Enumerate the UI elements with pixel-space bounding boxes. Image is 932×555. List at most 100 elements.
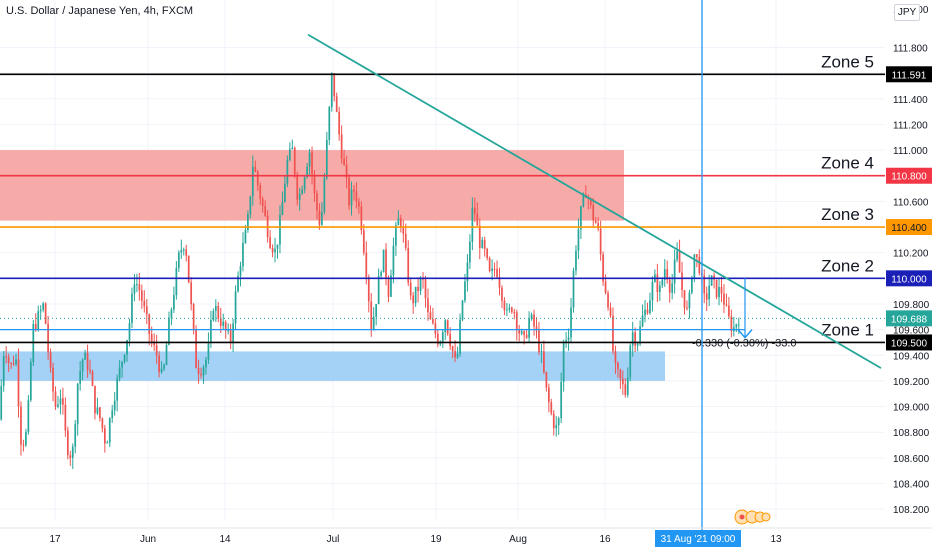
candle-body: [362, 230, 365, 253]
candle-body: [207, 343, 210, 360]
candle-body: [0, 385, 3, 420]
y-tick-label: 110.200: [893, 249, 929, 260]
candle-body: [247, 214, 249, 230]
candle-body: [735, 324, 738, 328]
candle-body: [190, 282, 193, 305]
candle-body: [552, 413, 555, 429]
candle-body: [693, 254, 696, 279]
candle-body: [592, 205, 595, 221]
y-tick-label: 109.000: [893, 403, 930, 414]
candle-body: [491, 268, 493, 272]
candle-body: [557, 418, 560, 425]
candle-body: [518, 329, 521, 334]
candle-body: [239, 266, 242, 276]
candle-body: [629, 345, 632, 378]
candle-body: [7, 356, 10, 363]
y-tick-label: 108.600: [893, 454, 930, 465]
zone-label: Zone 3: [821, 205, 874, 224]
candle-body: [461, 300, 464, 320]
candle-body: [17, 359, 20, 407]
candle-body: [471, 207, 474, 242]
candle-body: [293, 147, 296, 175]
candle-body: [222, 321, 225, 326]
currency-badge[interactable]: JPY: [894, 4, 920, 21]
candle-body: [602, 254, 604, 282]
candle-body: [737, 324, 740, 326]
candle-body: [214, 306, 217, 311]
candle-body: [5, 356, 8, 358]
candle-body: [451, 346, 454, 352]
candle-body: [385, 249, 387, 279]
candle-body: [609, 307, 612, 316]
candle-body: [182, 249, 185, 251]
candle-body: [473, 207, 476, 214]
candle-body: [370, 301, 373, 330]
candle-body: [555, 424, 558, 429]
candle-body: [725, 304, 728, 306]
candle-body: [155, 345, 158, 356]
candle-body: [582, 194, 585, 207]
price-tag-label: 109.500: [891, 338, 928, 349]
candle-body: [160, 368, 163, 373]
candle-body: [663, 269, 666, 280]
candle-body: [695, 254, 698, 258]
x-tick-label: Jul: [327, 534, 340, 545]
candle-body: [91, 371, 94, 386]
candle-body: [372, 316, 375, 330]
candle-body: [513, 311, 516, 313]
price-tag-label: 109.688: [891, 314, 928, 325]
candle-body: [126, 340, 128, 355]
candle-body: [333, 73, 336, 97]
y-tick-label: 111.200: [893, 120, 928, 131]
candle-body: [367, 277, 370, 302]
replay-icon[interactable]: [733, 509, 773, 525]
candle-body: [506, 309, 508, 311]
y-tick-label: 109.800: [893, 300, 930, 311]
candle-body: [79, 371, 82, 384]
candle-body: [264, 206, 267, 216]
candle-body: [580, 206, 582, 230]
candle-body: [306, 166, 308, 178]
candle-body: [158, 355, 160, 373]
candle-body: [202, 367, 205, 376]
candle-body: [348, 177, 350, 206]
candle-body: [417, 286, 419, 292]
candle-body: [599, 228, 602, 255]
x-tick-label: 19: [430, 534, 442, 545]
candle-body: [261, 198, 264, 207]
candle-body: [562, 341, 565, 382]
candle-body: [254, 166, 257, 172]
candle-body: [106, 442, 109, 444]
candle-body: [96, 407, 99, 414]
y-tick-label: 111.800: [893, 43, 928, 54]
candle-body: [676, 251, 678, 260]
candle-body: [483, 239, 486, 249]
candle-body: [84, 352, 86, 360]
candle-body: [360, 206, 363, 231]
candle-body: [493, 268, 496, 270]
y-tick-label: 108.400: [893, 480, 930, 491]
candle-body: [533, 314, 535, 327]
candle-body: [197, 368, 200, 374]
candle-body: [165, 344, 168, 366]
candle-body: [404, 233, 407, 249]
candle-body: [34, 323, 37, 330]
price-tag-label: 111.591: [892, 70, 927, 81]
candle-body: [636, 343, 639, 346]
candle-body: [335, 96, 338, 112]
candle-body: [301, 189, 304, 194]
candle-body: [441, 332, 444, 343]
candle-body: [705, 293, 708, 300]
candle-body: [64, 404, 67, 431]
candle-body: [328, 107, 331, 140]
candle-body: [111, 410, 114, 419]
candle-body: [296, 174, 299, 200]
price-tag: [886, 66, 932, 83]
candle-body: [683, 290, 686, 308]
candle-body: [42, 303, 45, 310]
candle-body: [720, 286, 723, 294]
candle-body: [20, 406, 22, 445]
zone-label: Zone 1: [821, 320, 874, 339]
